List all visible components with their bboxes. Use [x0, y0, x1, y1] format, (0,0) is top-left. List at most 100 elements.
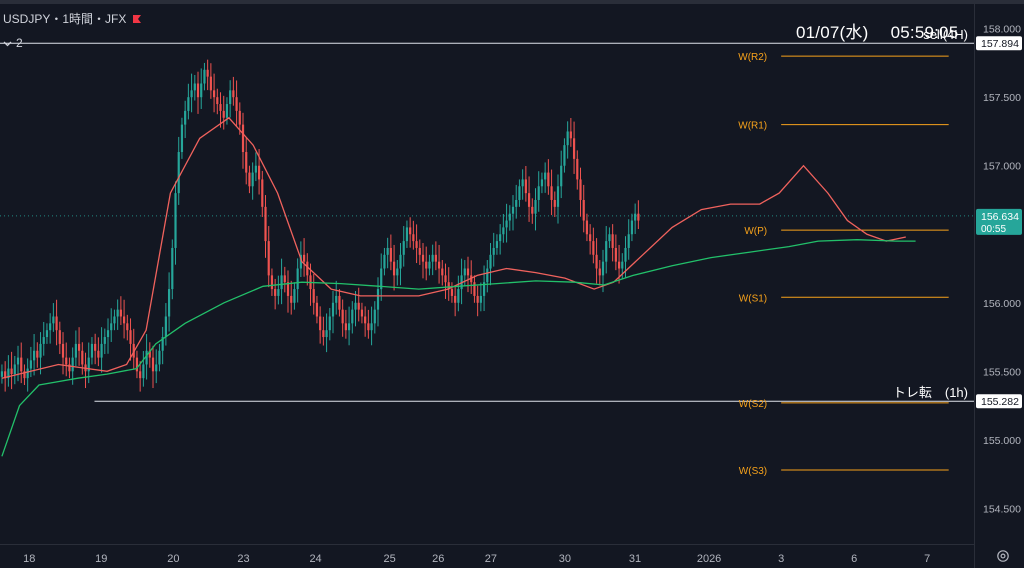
price-axis: 158.000 157.500 157.000 156.000 155.500 155.0…	[983, 24, 1021, 516]
candle-body	[119, 309, 122, 317]
candle-body	[184, 110, 187, 125]
candle-body	[441, 268, 444, 276]
candle-body	[4, 371, 7, 379]
candle-body	[582, 199, 585, 221]
candle-body	[100, 343, 103, 358]
candle-body	[418, 247, 421, 255]
candle-body	[20, 357, 23, 372]
price-badge	[976, 36, 1022, 51]
candle-body	[399, 254, 402, 269]
candle-body	[232, 90, 235, 98]
candle-body	[52, 316, 55, 324]
candle-body	[447, 282, 450, 290]
candle-body	[135, 357, 139, 372]
candle-body	[74, 343, 77, 358]
y-tick-label: 155.500	[983, 366, 1021, 378]
candle-body	[450, 289, 454, 296]
candle-body	[383, 254, 386, 269]
candle-body	[167, 289, 171, 317]
candle-body	[155, 364, 158, 372]
candle-body	[129, 330, 132, 344]
candle-body	[145, 350, 148, 365]
candle-body	[547, 172, 550, 187]
candle-body	[196, 83, 200, 98]
candle-body	[556, 186, 560, 207]
candle-body	[71, 357, 74, 372]
candle-body	[627, 234, 630, 248]
candle-body	[61, 343, 65, 358]
candles	[0, 59, 640, 392]
x-tick-label: 24	[309, 553, 321, 565]
candle-body	[312, 289, 315, 303]
x-tick-label: 3	[778, 553, 784, 565]
candle-body	[505, 220, 508, 228]
candle-body	[392, 261, 396, 276]
price-badge	[976, 208, 1022, 235]
pivot-label: W(S3)	[739, 466, 767, 477]
indicator-count: 2	[16, 36, 23, 50]
candle-body	[524, 179, 527, 194]
candle-body	[161, 337, 164, 351]
x-tick-label: 18	[23, 553, 35, 565]
candle-body	[45, 330, 49, 338]
candle-body	[158, 350, 161, 365]
pivot-label: W(S1)	[739, 293, 767, 304]
candle-body	[412, 234, 415, 242]
candle-body	[360, 309, 364, 317]
pivot-label: W(S2)	[739, 399, 767, 410]
candle-body	[534, 199, 537, 214]
candle-body	[463, 268, 466, 276]
candle-body	[245, 152, 248, 173]
candle-body	[479, 295, 482, 303]
horizontal-level-label: トレ転 (1h)	[893, 385, 968, 400]
candle-body	[502, 227, 505, 235]
flag-icon[interactable]	[132, 14, 142, 24]
candle-body	[614, 247, 617, 262]
candle-body	[65, 357, 68, 365]
candle-body	[466, 268, 470, 276]
settings-gear-icon[interactable]	[996, 549, 1010, 563]
x-tick-label: 19	[95, 553, 107, 565]
candle-body	[126, 323, 129, 331]
candle-body	[608, 234, 611, 242]
candle-body	[277, 289, 280, 296]
pivot-label: W(R1)	[738, 121, 767, 132]
candle-body	[7, 368, 10, 379]
moving-average-line	[1, 116, 906, 379]
candle-body	[254, 165, 257, 173]
x-tick-label: 27	[485, 553, 497, 565]
y-tick-label: 157.500	[983, 92, 1021, 104]
candle-body	[364, 316, 367, 324]
candle-body	[270, 275, 274, 290]
candle-body	[42, 337, 45, 344]
price-badge-value: 155.282	[981, 396, 1019, 408]
candle-body	[473, 282, 476, 296]
candle-body	[200, 83, 203, 98]
x-tick-label: 20	[167, 553, 179, 565]
candle-body	[621, 261, 624, 269]
x-tick-label: 6	[851, 553, 857, 565]
candle-body	[23, 371, 26, 379]
candle-body	[219, 104, 222, 111]
candle-body	[203, 69, 206, 84]
candle-body	[386, 247, 389, 255]
candle-body	[380, 268, 383, 290]
candle-body	[482, 282, 486, 296]
time-axis-separator	[0, 544, 974, 545]
y-tick-label: 156.000	[983, 298, 1021, 310]
candle-body	[94, 343, 97, 351]
candle-body	[589, 234, 592, 242]
candle-body	[425, 261, 428, 269]
symbol-legend[interactable]: USDJPY・1時間・JFX	[3, 10, 142, 27]
candle-body	[90, 343, 94, 358]
candle-body	[87, 357, 90, 372]
indicator-collapse-toggle[interactable]: 2	[3, 36, 23, 50]
candle-body	[444, 275, 447, 283]
candle-body	[280, 275, 283, 290]
candle-body	[216, 97, 219, 105]
candle-body	[437, 261, 441, 269]
candle-body	[0, 371, 4, 377]
candle-body	[225, 104, 229, 118]
symbol-title[interactable]: USDJPY・1時間・JFX	[3, 12, 127, 26]
